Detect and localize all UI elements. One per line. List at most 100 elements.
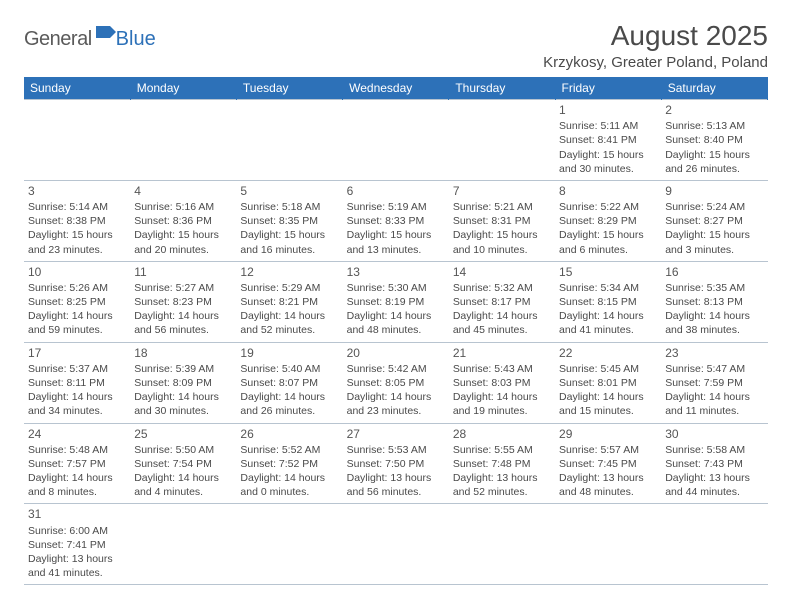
header: General Blue August 2025 Krzykosy, Great… bbox=[24, 20, 768, 71]
day-header: Tuesday bbox=[236, 77, 342, 100]
calendar-page: General Blue August 2025 Krzykosy, Great… bbox=[0, 0, 792, 605]
daylight-line-2: and 11 minutes. bbox=[665, 404, 763, 418]
calendar-cell: 20Sunrise: 5:42 AMSunset: 8:05 PMDayligh… bbox=[343, 342, 449, 423]
daylight-line-2: and 8 minutes. bbox=[28, 485, 126, 499]
daylight-line-1: Daylight: 14 hours bbox=[240, 309, 338, 323]
daylight-line-2: and 19 minutes. bbox=[453, 404, 551, 418]
daylight-line-2: and 23 minutes. bbox=[28, 243, 126, 257]
daylight-line-1: Daylight: 13 hours bbox=[665, 471, 763, 485]
daylight-line-2: and 3 minutes. bbox=[665, 243, 763, 257]
sunset-line: Sunset: 8:38 PM bbox=[28, 214, 126, 228]
logo-text-general: General bbox=[24, 28, 92, 51]
calendar-cell bbox=[449, 100, 555, 181]
daylight-line-1: Daylight: 14 hours bbox=[134, 309, 232, 323]
location-text: Krzykosy, Greater Poland, Poland bbox=[543, 54, 768, 71]
day-number: 11 bbox=[134, 264, 232, 280]
daylight-line-2: and 45 minutes. bbox=[453, 323, 551, 337]
sunrise-line: Sunrise: 5:13 AM bbox=[665, 119, 763, 133]
day-number: 3 bbox=[28, 183, 126, 199]
daylight-line-1: Daylight: 14 hours bbox=[134, 390, 232, 404]
day-number: 16 bbox=[665, 264, 763, 280]
sunset-line: Sunset: 8:33 PM bbox=[347, 214, 445, 228]
day-number: 18 bbox=[134, 345, 232, 361]
sunrise-line: Sunrise: 5:16 AM bbox=[134, 200, 232, 214]
daylight-line-1: Daylight: 14 hours bbox=[453, 390, 551, 404]
sunset-line: Sunset: 8:03 PM bbox=[453, 376, 551, 390]
sunset-line: Sunset: 7:54 PM bbox=[134, 457, 232, 471]
sunset-line: Sunset: 8:41 PM bbox=[559, 133, 657, 147]
day-header: Friday bbox=[555, 77, 661, 100]
calendar-cell: 30Sunrise: 5:58 AMSunset: 7:43 PMDayligh… bbox=[661, 423, 767, 504]
calendar-cell: 7Sunrise: 5:21 AMSunset: 8:31 PMDaylight… bbox=[449, 180, 555, 261]
day-header: Monday bbox=[130, 77, 236, 100]
daylight-line-2: and 20 minutes. bbox=[134, 243, 232, 257]
calendar-cell: 3Sunrise: 5:14 AMSunset: 8:38 PMDaylight… bbox=[24, 180, 130, 261]
daylight-line-2: and 56 minutes. bbox=[134, 323, 232, 337]
daylight-line-2: and 30 minutes. bbox=[559, 162, 657, 176]
daylight-line-1: Daylight: 15 hours bbox=[559, 228, 657, 242]
sunset-line: Sunset: 8:19 PM bbox=[347, 295, 445, 309]
day-header: Wednesday bbox=[343, 77, 449, 100]
calendar-cell: 16Sunrise: 5:35 AMSunset: 8:13 PMDayligh… bbox=[661, 261, 767, 342]
sunset-line: Sunset: 8:27 PM bbox=[665, 214, 763, 228]
day-number: 14 bbox=[453, 264, 551, 280]
daylight-line-1: Daylight: 15 hours bbox=[665, 228, 763, 242]
sunset-line: Sunset: 8:05 PM bbox=[347, 376, 445, 390]
calendar-cell: 31Sunrise: 6:00 AMSunset: 7:41 PMDayligh… bbox=[24, 504, 130, 585]
calendar-cell: 9Sunrise: 5:24 AMSunset: 8:27 PMDaylight… bbox=[661, 180, 767, 261]
calendar-cell: 5Sunrise: 5:18 AMSunset: 8:35 PMDaylight… bbox=[236, 180, 342, 261]
day-number: 27 bbox=[347, 426, 445, 442]
calendar-row: 1Sunrise: 5:11 AMSunset: 8:41 PMDaylight… bbox=[24, 100, 768, 181]
calendar-row: 10Sunrise: 5:26 AMSunset: 8:25 PMDayligh… bbox=[24, 261, 768, 342]
sunrise-line: Sunrise: 5:32 AM bbox=[453, 281, 551, 295]
sunrise-line: Sunrise: 5:53 AM bbox=[347, 443, 445, 457]
daylight-line-2: and 52 minutes. bbox=[453, 485, 551, 499]
logo: General Blue bbox=[24, 20, 156, 51]
sunset-line: Sunset: 8:31 PM bbox=[453, 214, 551, 228]
daylight-line-2: and 52 minutes. bbox=[240, 323, 338, 337]
daylight-line-2: and 59 minutes. bbox=[28, 323, 126, 337]
daylight-line-2: and 4 minutes. bbox=[134, 485, 232, 499]
sunset-line: Sunset: 8:29 PM bbox=[559, 214, 657, 228]
logo-flag-icon bbox=[96, 24, 116, 43]
daylight-line-2: and 0 minutes. bbox=[240, 485, 338, 499]
calendar-cell: 21Sunrise: 5:43 AMSunset: 8:03 PMDayligh… bbox=[449, 342, 555, 423]
sunrise-line: Sunrise: 5:42 AM bbox=[347, 362, 445, 376]
sunrise-line: Sunrise: 5:43 AM bbox=[453, 362, 551, 376]
daylight-line-2: and 44 minutes. bbox=[665, 485, 763, 499]
day-number: 25 bbox=[134, 426, 232, 442]
calendar-cell: 27Sunrise: 5:53 AMSunset: 7:50 PMDayligh… bbox=[343, 423, 449, 504]
title-block: August 2025 Krzykosy, Greater Poland, Po… bbox=[543, 20, 768, 71]
calendar-cell: 2Sunrise: 5:13 AMSunset: 8:40 PMDaylight… bbox=[661, 100, 767, 181]
calendar-cell: 19Sunrise: 5:40 AMSunset: 8:07 PMDayligh… bbox=[236, 342, 342, 423]
sunset-line: Sunset: 8:40 PM bbox=[665, 133, 763, 147]
daylight-line-2: and 38 minutes. bbox=[665, 323, 763, 337]
day-header: Thursday bbox=[449, 77, 555, 100]
daylight-line-1: Daylight: 15 hours bbox=[453, 228, 551, 242]
sunrise-line: Sunrise: 5:57 AM bbox=[559, 443, 657, 457]
calendar-header-row: SundayMondayTuesdayWednesdayThursdayFrid… bbox=[24, 77, 768, 100]
daylight-line-1: Daylight: 14 hours bbox=[134, 471, 232, 485]
calendar-cell: 13Sunrise: 5:30 AMSunset: 8:19 PMDayligh… bbox=[343, 261, 449, 342]
daylight-line-2: and 30 minutes. bbox=[134, 404, 232, 418]
sunset-line: Sunset: 8:17 PM bbox=[453, 295, 551, 309]
daylight-line-1: Daylight: 14 hours bbox=[559, 309, 657, 323]
calendar-cell bbox=[236, 100, 342, 181]
sunset-line: Sunset: 7:41 PM bbox=[28, 538, 126, 552]
calendar-cell: 1Sunrise: 5:11 AMSunset: 8:41 PMDaylight… bbox=[555, 100, 661, 181]
calendar-cell: 4Sunrise: 5:16 AMSunset: 8:36 PMDaylight… bbox=[130, 180, 236, 261]
daylight-line-2: and 26 minutes. bbox=[665, 162, 763, 176]
calendar-cell bbox=[130, 100, 236, 181]
daylight-line-1: Daylight: 15 hours bbox=[665, 148, 763, 162]
sunrise-line: Sunrise: 5:27 AM bbox=[134, 281, 232, 295]
calendar-cell: 15Sunrise: 5:34 AMSunset: 8:15 PMDayligh… bbox=[555, 261, 661, 342]
sunrise-line: Sunrise: 5:37 AM bbox=[28, 362, 126, 376]
day-number: 7 bbox=[453, 183, 551, 199]
daylight-line-2: and 26 minutes. bbox=[240, 404, 338, 418]
month-title: August 2025 bbox=[543, 20, 768, 52]
day-number: 28 bbox=[453, 426, 551, 442]
sunset-line: Sunset: 7:52 PM bbox=[240, 457, 338, 471]
sunrise-line: Sunrise: 5:58 AM bbox=[665, 443, 763, 457]
calendar-cell: 22Sunrise: 5:45 AMSunset: 8:01 PMDayligh… bbox=[555, 342, 661, 423]
sunset-line: Sunset: 8:15 PM bbox=[559, 295, 657, 309]
